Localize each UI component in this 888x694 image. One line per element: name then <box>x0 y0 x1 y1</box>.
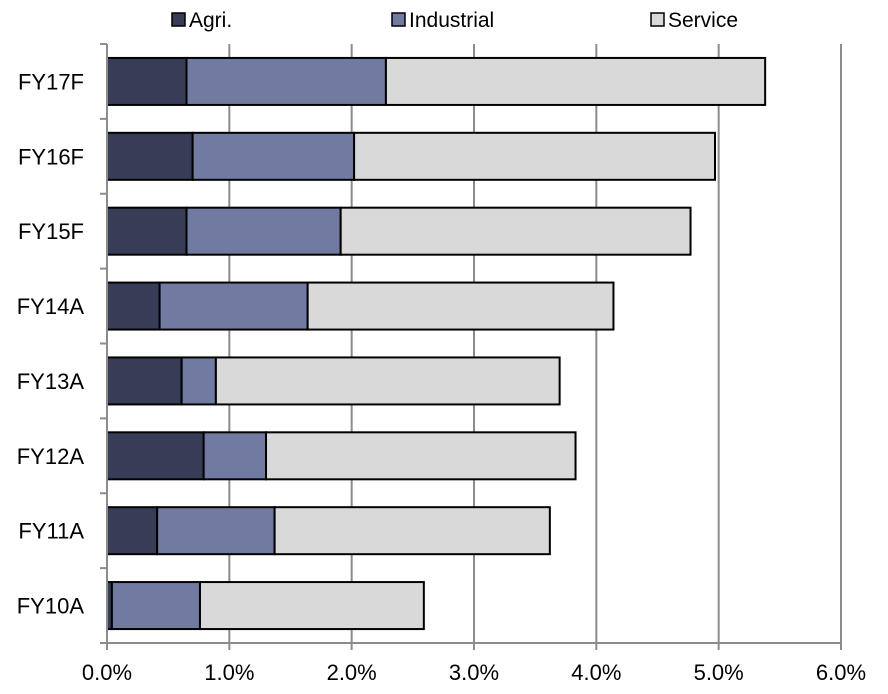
x-tick-label: 3.0% <box>449 660 499 685</box>
x-tick-label: 2.0% <box>327 660 377 685</box>
x-tick-label: 0.0% <box>82 660 132 685</box>
bar-segment <box>110 581 201 631</box>
bar-segment <box>384 56 767 106</box>
bar-segment <box>339 206 692 256</box>
y-tick-label: FY15F <box>18 219 84 244</box>
y-tick-label: FY17F <box>18 69 84 94</box>
legend-label: Industrial <box>409 9 494 32</box>
legend: Agri. Industrial Service <box>171 9 738 32</box>
x-tick-label: 4.0% <box>571 660 621 685</box>
x-tick-label: 1.0% <box>204 660 254 685</box>
bar-segment <box>353 131 716 181</box>
legend-swatch <box>391 12 406 27</box>
bar-segment <box>106 281 161 331</box>
legend-label: Service <box>668 9 738 32</box>
bar-segment <box>106 131 194 181</box>
bar-segment <box>214 356 561 406</box>
y-tick-label: FY11A <box>18 519 84 544</box>
bar-segment <box>106 356 183 406</box>
bar-segment <box>198 581 425 631</box>
y-tick-label: FY14A <box>17 294 85 319</box>
axes: FY17F FY16F FY15F FY14A FY13A FY12A FY11A FY10A… <box>17 43 866 685</box>
bar-segment <box>306 281 615 331</box>
bar-segment <box>191 131 356 181</box>
bar-segment <box>156 506 276 556</box>
bar-segment <box>106 206 188 256</box>
x-tick-label: 5.0% <box>694 660 744 685</box>
bar-segment <box>202 431 268 481</box>
bar-segment <box>265 431 577 481</box>
y-tick-label: FY13A <box>17 369 85 394</box>
y-tick-label: FY12A <box>17 444 85 469</box>
bar-segment <box>158 281 309 331</box>
bar-segment <box>180 356 217 406</box>
legend-label: Agri. <box>189 9 232 32</box>
bar-segment <box>273 506 551 556</box>
x-tick-label: 6.0% <box>816 660 866 685</box>
bar-segment <box>185 56 387 106</box>
legend-swatch <box>650 12 665 27</box>
bar-segment <box>185 206 342 256</box>
bars <box>106 56 767 631</box>
bar-segment <box>106 506 159 556</box>
bar-segment <box>106 56 188 106</box>
bar-segment <box>106 431 205 481</box>
y-tick-label: FY16F <box>18 144 84 169</box>
y-tick-label: FY10A <box>17 594 85 619</box>
legend-swatch <box>171 12 186 27</box>
